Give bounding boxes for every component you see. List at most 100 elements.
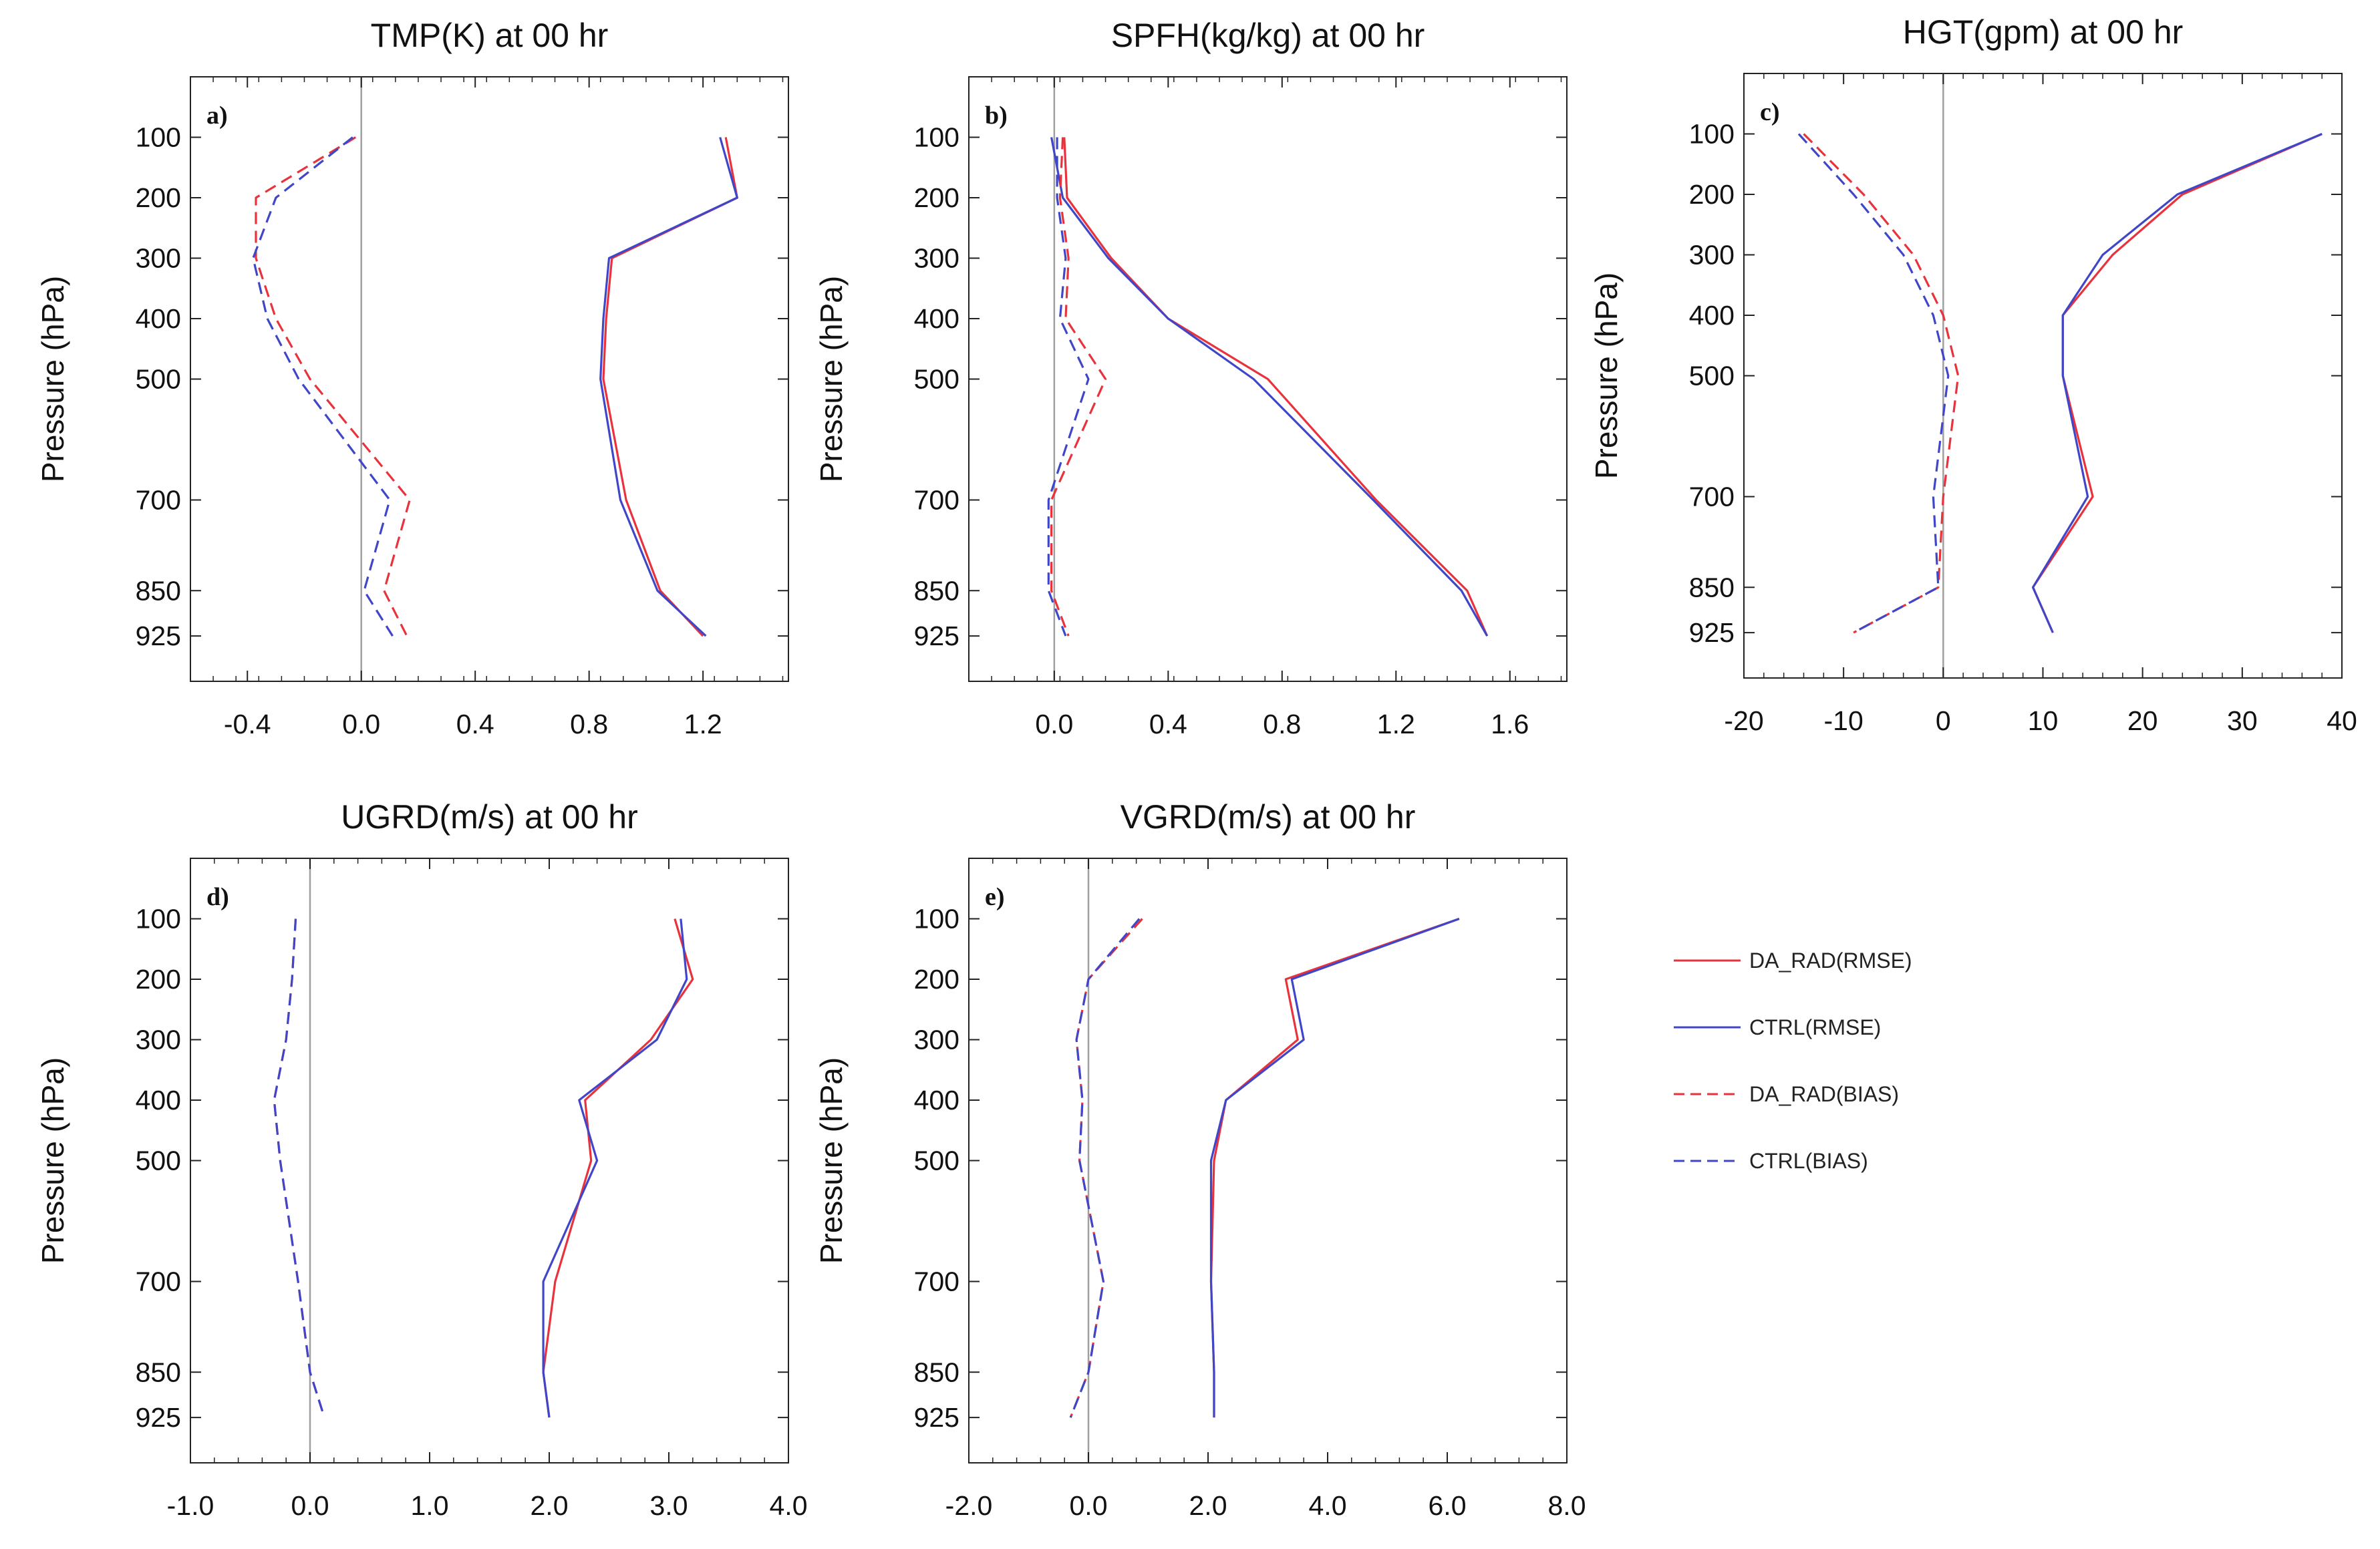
series-line-da-rad-rmse <box>1063 137 1489 637</box>
series-line-da-rad-rmse <box>1209 917 1460 1418</box>
series-line-da-rad-rmse <box>2032 133 2323 633</box>
y-tick-label: 500 <box>136 1146 181 1176</box>
panel-title: HGT(gpm) at 00 hr <box>1903 13 2184 51</box>
legend-label: DA_RAD(BIAS) <box>1749 1082 1899 1106</box>
series-line-ctrl-rmse <box>1209 917 1460 1418</box>
x-tick-label: 2.0 <box>1189 1490 1227 1521</box>
y-tick-label: 925 <box>914 1402 959 1433</box>
x-tick-label: 2.0 <box>531 1490 569 1521</box>
panel-title: SPFH(kg/kg) at 00 hr <box>1111 17 1425 54</box>
x-tick-label: 1.0 <box>411 1490 449 1521</box>
x-tick-label: 0.0 <box>1035 709 1073 739</box>
y-tick-label: 700 <box>914 1266 959 1297</box>
panel-label: b) <box>985 102 1008 130</box>
y-tick-label: 300 <box>914 243 959 274</box>
y-tick-label: 400 <box>136 1085 181 1115</box>
series-line-ctrl-bias <box>273 918 326 1418</box>
x-tick-label: 4.0 <box>770 1490 808 1521</box>
legend: DA_RAD(RMSE) CTRL(RMSE) DA_RAD(BIAS) CTRL(B… <box>1674 949 1912 1173</box>
y-tick-label: 200 <box>914 182 959 213</box>
y-tick-label: 850 <box>136 1357 181 1387</box>
y-tick-label: 200 <box>136 182 181 213</box>
series-line-da-rad-rmse <box>602 137 738 637</box>
x-tick-label: 30 <box>2227 705 2258 736</box>
x-tick-label: 8.0 <box>1548 1490 1586 1521</box>
y-tick-label: 700 <box>136 485 181 516</box>
x-tick-label: 40 <box>2327 705 2357 736</box>
series-line-da-rad-rmse <box>542 918 694 1418</box>
panel-title: TMP(K) at 00 hr <box>371 17 609 54</box>
y-tick-label: 400 <box>914 1085 959 1115</box>
y-tick-label: 850 <box>1689 572 1735 603</box>
x-tick-label: 0.0 <box>1070 1490 1108 1521</box>
series-line-da-rad-bias <box>255 136 411 637</box>
y-tick-label: 700 <box>136 1266 181 1297</box>
x-tick-label: 0.0 <box>291 1490 329 1521</box>
series-line-ctrl-bias <box>1047 137 1090 637</box>
panel-label: e) <box>985 883 1005 911</box>
plot-frame <box>190 76 789 682</box>
series-line-ctrl-rmse <box>2032 133 2323 633</box>
x-tick-label: -0.4 <box>224 709 271 739</box>
x-tick-label: 0.4 <box>1149 709 1187 739</box>
series-line-ctrl-rmse <box>1050 137 1489 637</box>
y-tick-label: 100 <box>136 122 181 153</box>
y-tick-label: 850 <box>914 575 959 606</box>
x-tick-label: 1.2 <box>684 709 722 739</box>
series-line-ctrl-bias <box>1069 918 1141 1418</box>
series-line-ctrl-bias <box>1797 133 1950 634</box>
panel-b: SPFH(kg/kg) at 00 hr b) 100 200 300 400 500 700… <box>814 17 1568 739</box>
legend-label: DA_RAD(RMSE) <box>1749 949 1912 973</box>
series-line-ctrl-rmse <box>542 918 688 1418</box>
x-tick-label: 10 <box>2028 705 2059 736</box>
y-tick-label: 500 <box>136 364 181 395</box>
panel-a: TMP(K) at 00 hr a) 100 200 300 400 500 700 850 92… <box>35 17 789 739</box>
legend-label: CTRL(RMSE) <box>1749 1015 1881 1039</box>
y-tick-label: 925 <box>136 621 181 651</box>
y-tick-label: 300 <box>136 1025 181 1055</box>
panel-label: a) <box>206 102 228 130</box>
y-tick-label: 100 <box>1689 119 1735 150</box>
legend-label: CTRL(BIAS) <box>1749 1149 1868 1173</box>
x-tick-label: 0.0 <box>342 709 380 739</box>
y-axis-label: Pressure (hPa) <box>35 276 70 482</box>
panel-label: d) <box>206 883 229 911</box>
y-tick-label: 200 <box>914 964 959 995</box>
x-tick-label: -2.0 <box>945 1490 993 1521</box>
y-tick-label: 925 <box>1689 617 1735 648</box>
x-tick-label: 0.4 <box>456 709 494 739</box>
x-tick-label: 1.6 <box>1491 709 1529 739</box>
y-axis-label: Pressure (hPa) <box>814 276 849 482</box>
panel-c: HGT(gpm) at 00 hrc)100200300400500700850… <box>1589 13 2357 736</box>
x-tick-label: 1.2 <box>1377 709 1415 739</box>
y-tick-label: 400 <box>914 303 959 334</box>
panel-d: UGRD(m/s) at 00 hr d) 100 200 300 400 500 700 85… <box>35 798 808 1521</box>
y-tick-label: 500 <box>914 1146 959 1176</box>
x-tick-label: 20 <box>2127 705 2158 736</box>
y-tick-label: 200 <box>136 964 181 995</box>
panel-title: UGRD(m/s) at 00 hr <box>341 798 638 836</box>
y-tick-label: 500 <box>914 364 959 395</box>
x-tick-label: 3.0 <box>650 1490 688 1521</box>
y-tick-label: 925 <box>914 621 959 651</box>
x-tick-label: 6.0 <box>1429 1490 1467 1521</box>
plot-frame <box>968 858 1568 1464</box>
x-tick-label: 0 <box>1936 705 1951 736</box>
y-tick-label: 925 <box>136 1402 181 1433</box>
y-axis-label: Pressure (hPa) <box>35 1057 70 1264</box>
panel-label: c) <box>1760 98 1780 126</box>
series-line-ctrl-rmse <box>599 137 738 637</box>
y-tick-label: 700 <box>914 485 959 516</box>
y-tick-label: 400 <box>1689 300 1735 331</box>
x-tick-label: 0.8 <box>1263 709 1301 739</box>
y-tick-label: 100 <box>136 904 181 934</box>
x-tick-label: 4.0 <box>1309 1490 1347 1521</box>
y-axis-label: Pressure (hPa) <box>814 1057 849 1264</box>
series-line-da-rad-bias <box>1803 133 1960 634</box>
x-tick-label: -1.0 <box>167 1490 214 1521</box>
y-tick-label: 100 <box>914 904 959 934</box>
panel-title: VGRD(m/s) at 00 hr <box>1121 798 1416 836</box>
y-tick-label: 500 <box>1689 361 1735 391</box>
y-tick-label: 300 <box>914 1025 959 1055</box>
